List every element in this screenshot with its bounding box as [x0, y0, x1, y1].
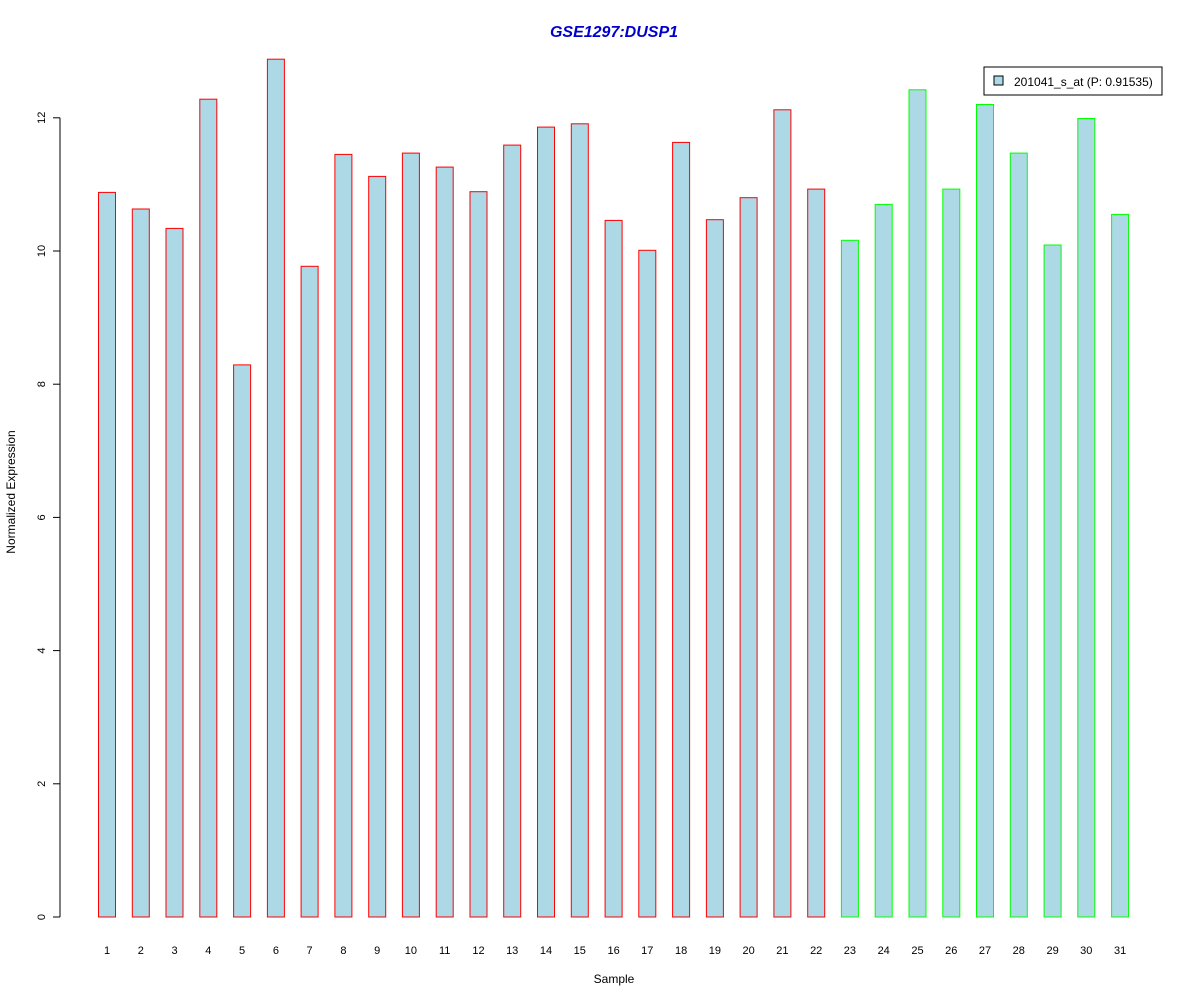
bar-sample-7 — [300, 265, 319, 918]
bar-sample-11 — [435, 166, 454, 918]
x-axis-tick-label: 24 — [878, 945, 890, 957]
x-axis-tick-label: 31 — [1114, 945, 1126, 957]
x-axis-tick-label: 3 — [171, 945, 177, 957]
x-axis-tick-label: 10 — [405, 945, 417, 957]
legend-box — [983, 66, 1163, 96]
y-axis-tick-label: 4 — [36, 648, 48, 654]
bar-sample-22 — [807, 188, 826, 918]
x-axis-tick-label: 9 — [374, 945, 380, 957]
bar-sample-14 — [537, 126, 555, 918]
bar-sample-28 — [1009, 152, 1028, 918]
bar-sample-19 — [705, 219, 724, 918]
bar-sample-3 — [165, 227, 184, 918]
x-axis-tick-label: 19 — [709, 945, 721, 957]
x-axis-tick-label: 28 — [1013, 945, 1025, 957]
x-axis-tick-labels: 1 2 3 4 5 6 7 8 9 10 11 12 13 14 15 16 17 18 19 20 21 22 23 24 2… — [104, 945, 1126, 957]
bar-sample-26 — [942, 188, 961, 918]
bar-sample-20 — [739, 197, 758, 918]
legend: 201041_s_at (P: 0.91535) — [983, 66, 1163, 96]
x-axis-tick-label: 17 — [641, 945, 653, 957]
x-axis-tick-label: 30 — [1080, 945, 1092, 957]
x-axis-title: Sample — [594, 972, 635, 986]
x-axis-tick-label: 8 — [340, 945, 346, 957]
y-axis-tick-label: 8 — [36, 381, 48, 387]
bar-sample-4 — [199, 98, 218, 918]
y-axis-tick-label: 0 — [36, 914, 48, 920]
bar-sample-8 — [334, 153, 353, 918]
x-axis-tick-label: 26 — [945, 945, 957, 957]
x-axis-tick-label: 1 — [104, 945, 110, 957]
x-axis-tick-label: 4 — [205, 945, 211, 957]
bar-sample-27 — [976, 104, 994, 918]
bar-sample-15 — [570, 123, 589, 918]
y-axis-tick-label: 6 — [36, 514, 48, 520]
y-axis-title: Normalized Expression — [4, 430, 18, 553]
x-axis-tick-label: 15 — [574, 945, 586, 957]
x-axis-tick-label: 27 — [979, 945, 991, 957]
bar-sample-2 — [131, 208, 150, 918]
bar-sample-9 — [368, 175, 387, 918]
bar-sample-30 — [1077, 118, 1096, 918]
x-axis-tick-label: 13 — [506, 945, 518, 957]
bar-sample-24 — [874, 203, 893, 918]
x-axis-tick-label: 23 — [844, 945, 856, 957]
x-axis-tick-label: 7 — [307, 945, 313, 957]
bar-sample-17 — [638, 249, 657, 918]
x-axis-tick-label: 18 — [675, 945, 687, 957]
chart-title: GSE1297:DUSP1 — [550, 24, 678, 41]
bar-sample-1 — [98, 191, 116, 918]
x-axis-tick-label: 2 — [138, 945, 144, 957]
bar-sample-12 — [469, 191, 488, 918]
bar-sample-31 — [1111, 213, 1130, 918]
bar-sample-6 — [266, 58, 285, 918]
x-axis-tick-label: 22 — [810, 945, 822, 957]
x-axis-tick-label: 20 — [742, 945, 754, 957]
x-axis-tick-label: 21 — [776, 945, 788, 957]
bar-sample-10 — [401, 152, 420, 918]
bar-sample-25 — [908, 89, 927, 918]
x-axis-tick-label: 12 — [472, 945, 484, 957]
y-axis-tick-label: 12 — [36, 112, 48, 124]
x-axis-tick-label: 11 — [439, 945, 450, 957]
bar-sample-16 — [604, 219, 623, 918]
bar-sample-21 — [773, 109, 792, 918]
legend-entry-label: 201041_s_at (P: 0.91535) — [1014, 75, 1153, 89]
y-axis-tick-label: 10 — [36, 245, 48, 257]
bar-sample-5 — [233, 364, 252, 918]
bar-sample-13 — [503, 144, 522, 918]
x-axis-tick-label: 14 — [540, 945, 552, 957]
x-axis-tick-label: 6 — [273, 945, 279, 957]
bar-sample-29 — [1043, 244, 1062, 918]
x-axis-tick-label: 25 — [911, 945, 923, 957]
bar-sample-18 — [672, 141, 691, 918]
y-axis-tick-label: 2 — [36, 781, 48, 787]
x-axis-tick-label: 16 — [607, 945, 619, 957]
x-axis-tick-label: 29 — [1046, 945, 1058, 957]
bar-sample-23 — [840, 239, 859, 918]
y-axis: 0 2 4 6 8 10 12 — [36, 112, 61, 920]
x-axis-tick-label: 5 — [239, 945, 245, 957]
bars — [98, 58, 1130, 918]
legend-swatch — [993, 75, 1004, 86]
